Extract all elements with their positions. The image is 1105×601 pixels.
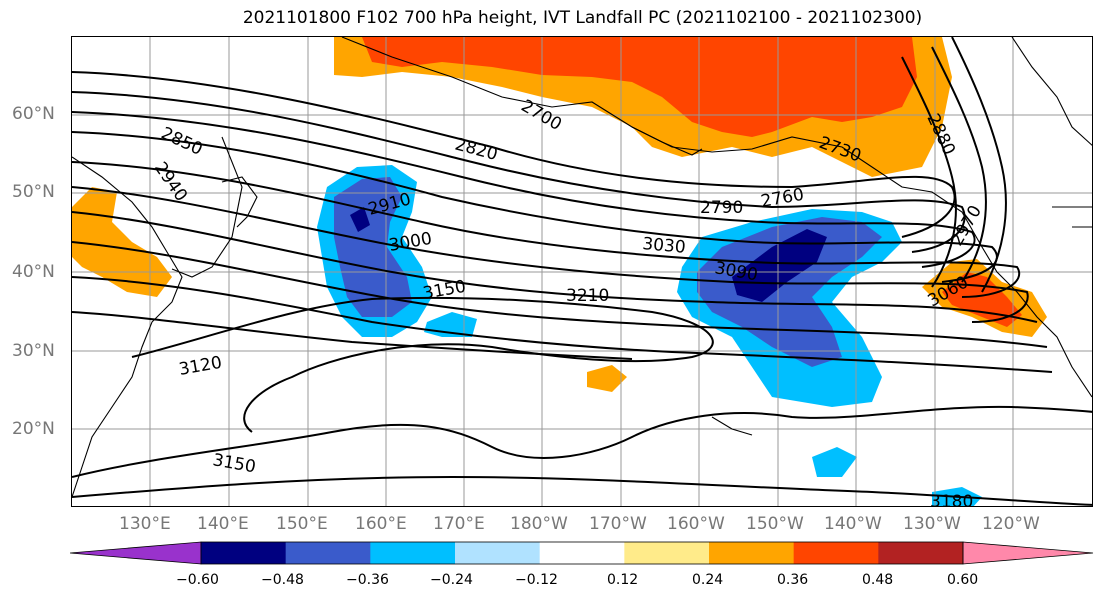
contour-label-2820: 2820 (453, 135, 500, 166)
lon-label-120w: 120°W (982, 514, 1040, 534)
positive-anomaly-hawaii (587, 365, 627, 392)
colorbar-tick-7: 0.24 (692, 572, 724, 588)
map-title: 2021101800 F102 700 hPa height, IVT Land… (242, 8, 923, 28)
colorbar-segment (709, 542, 795, 564)
lon-label-150e: 150°E (276, 514, 328, 534)
negative-anomaly-south (812, 447, 857, 477)
contour-label-2760: 2760 (759, 185, 805, 212)
graticule (72, 37, 1092, 506)
contour-label-2700: 2700 (518, 96, 565, 135)
map-panel: 2850 2940 2820 2700 2910 3000 3150 3210 … (71, 36, 1093, 507)
contour-label-2790: 2790 (700, 198, 743, 218)
negative-anomaly-east-core (697, 217, 882, 367)
map-canvas: 2850 2940 2820 2700 2910 3000 3150 3210 … (72, 37, 1092, 507)
contour-label-3150: 3150 (421, 277, 467, 304)
colorbar (70, 541, 1094, 565)
colorbar-segment (201, 542, 287, 564)
contour-label-3120: 3120 (177, 353, 223, 380)
lon-label-170e: 170°E (433, 514, 485, 534)
colorbar-segment (370, 542, 456, 564)
colorbar-tick-6: 0.12 (607, 572, 639, 588)
colorbar-extend-min (70, 541, 202, 565)
lat-label-20: 20°N (12, 419, 55, 439)
colorbar-tick-9: 0.48 (862, 572, 894, 588)
contour-label-3030: 3030 (642, 234, 687, 258)
colorbar-tick-5: −0.12 (515, 572, 558, 588)
colorbar-extend-max (962, 541, 1094, 565)
colorbar-segment (793, 542, 879, 564)
colorbar-segment (539, 542, 625, 564)
coastlines (72, 37, 1092, 498)
lon-label-130e: 130°E (119, 514, 171, 534)
lat-label-60: 60°N (12, 104, 55, 124)
lon-label-170w: 170°W (589, 514, 647, 534)
colorbar-border (200, 541, 964, 565)
colorbar-segment (455, 542, 541, 564)
lon-label-130w: 130°W (903, 514, 961, 534)
lon-label-180w: 180°W (510, 514, 568, 534)
height-contours (72, 37, 1092, 506)
lat-label-50: 50°N (12, 182, 55, 202)
colorbar-segment (285, 542, 371, 564)
lon-label-150w: 150°W (746, 514, 804, 534)
negative-anomaly-west-center (350, 207, 370, 232)
contour-label-2850: 2850 (158, 123, 206, 159)
colorbar-tick-3: −0.36 (346, 572, 389, 588)
colorbar-tick-4: −0.24 (430, 572, 473, 588)
lon-label-160w: 160°W (667, 514, 725, 534)
lon-label-160e: 160°E (355, 514, 407, 534)
lat-label-30: 30°N (12, 341, 55, 361)
colorbar-segment (624, 542, 710, 564)
contour-label-3210: 3210 (566, 286, 609, 306)
colorbar-tick-1: −0.60 (176, 572, 219, 588)
contour-label-3180: 3180 (930, 492, 973, 507)
colorbar-segment (878, 542, 964, 564)
colorbar-tick-2: −0.48 (261, 572, 304, 588)
positive-anomaly-california-core (942, 272, 1022, 327)
lon-label-140w: 140°W (824, 514, 882, 534)
colorbar-tick-8: 0.36 (777, 572, 809, 588)
contour-label-3150-south: 3150 (211, 450, 257, 477)
negative-anomaly-west-core (334, 177, 412, 317)
lat-label-40: 40°N (12, 262, 55, 282)
lon-label-140e: 140°E (197, 514, 249, 534)
colorbar-tick-10: 0.60 (947, 572, 979, 588)
